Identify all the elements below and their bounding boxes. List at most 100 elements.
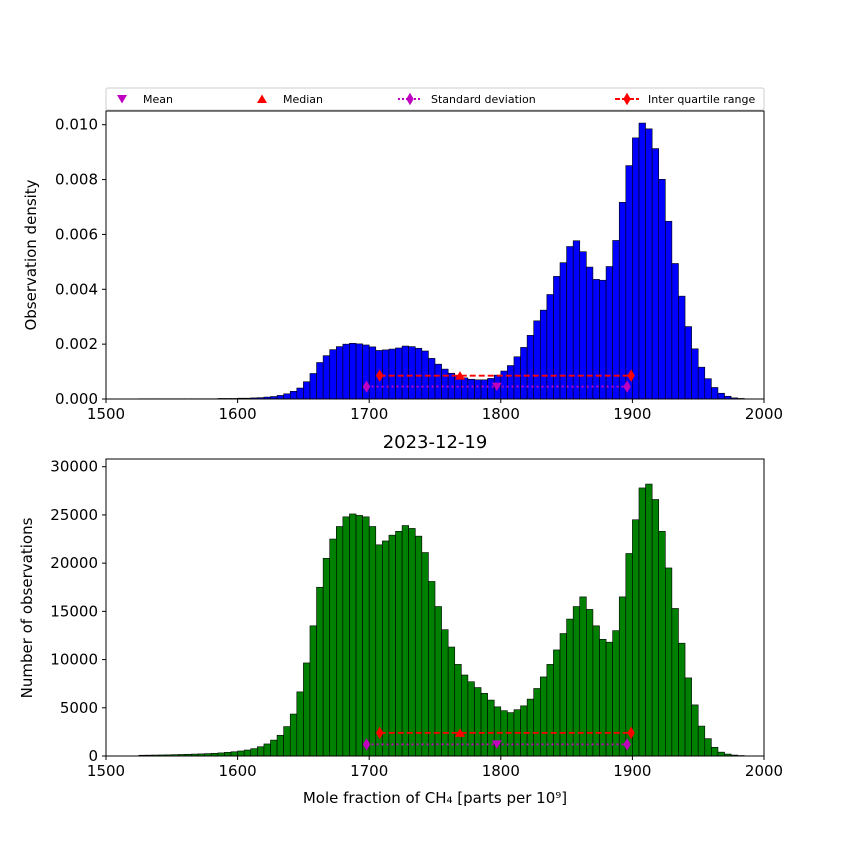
density-y-axis-label: Observation density: [22, 179, 40, 330]
count-x-ticks: 1500 1600 1700 1800 1900 2000: [87, 756, 783, 780]
density-bar: [289, 391, 298, 400]
density-bar: [704, 378, 712, 400]
count-bar: [375, 544, 383, 757]
legend-item-inter-quartile-range: Inter quartile range: [615, 92, 755, 106]
count-bar: [566, 618, 574, 757]
count-bar: [625, 553, 633, 757]
count-bar: [632, 519, 640, 757]
density-bar: [678, 295, 686, 400]
count-bar: [638, 487, 646, 757]
count-bar: [592, 625, 600, 757]
count-bar: [539, 676, 548, 757]
density-bar: [349, 343, 357, 400]
density-bar: [526, 335, 534, 400]
count-bar: [717, 751, 725, 757]
legend-item-standard-deviation: Standard deviation: [398, 92, 536, 106]
count-bar: [487, 699, 495, 757]
count-bar: [401, 525, 409, 757]
count-bar: [270, 739, 278, 757]
legend-item-median: Median: [257, 93, 323, 106]
count-bar: [263, 743, 271, 757]
legend-mean-label: Mean: [143, 93, 173, 106]
density-y-ticks: 0.000 0.002 0.004 0.006 0.008 0.010: [55, 116, 106, 408]
count-x-tick-label: 1900: [613, 762, 651, 780]
density-bar: [632, 137, 640, 400]
legend-item-mean: Mean: [117, 93, 173, 106]
legend-standard-deviation-label: Standard deviation: [431, 93, 536, 106]
density-bar: [296, 387, 304, 400]
count-x-tick-label: 2000: [745, 762, 783, 780]
density-bar: [651, 148, 660, 400]
density-y-tick-label: 0.004: [55, 280, 98, 298]
count-bar: [335, 526, 344, 757]
density-bar: [316, 362, 324, 400]
count-bar: [526, 698, 534, 757]
count-bar: [414, 535, 423, 757]
count-bar: [388, 534, 396, 757]
count-bar: [355, 515, 363, 757]
count-y-tick-label: 15000: [50, 602, 98, 620]
count-y-ticks: 0 5000 10000 15000 20000 25000 30000: [50, 458, 106, 765]
density-bar: [691, 348, 699, 400]
count-bar: [553, 649, 561, 757]
legend-inter-quartile-range-label: Inter quartile range: [648, 93, 755, 106]
density-bar: [711, 387, 719, 400]
density-bar: [638, 122, 646, 400]
density-x-tick-label: 1800: [482, 405, 520, 423]
count-bar: [533, 688, 541, 757]
count-y-tick-label: 25000: [50, 506, 98, 524]
density-standard-deviation-marker: [362, 380, 371, 393]
density-standard-deviation-marker: [623, 380, 631, 393]
count-bar: [605, 641, 613, 757]
density-bar: [592, 279, 600, 400]
count-bar: [711, 747, 719, 757]
density-bar: [658, 179, 666, 400]
count-bar: [645, 483, 653, 757]
count-bar: [704, 738, 712, 757]
count-bar: [507, 712, 515, 757]
density-bar: [283, 393, 291, 400]
density-bar: [480, 379, 488, 400]
legend-mean-marker: [117, 95, 127, 104]
density-bar: [467, 378, 475, 400]
density-bar: [539, 309, 548, 400]
count-bar: [237, 750, 245, 757]
count-bar: [447, 646, 456, 757]
count-bar: [559, 633, 567, 757]
density-bar: [546, 294, 554, 400]
count-bar: [250, 748, 258, 757]
density-inter-quartile-range-marker: [627, 369, 635, 382]
count-y-axis-label: Number of observations: [18, 517, 36, 698]
count-bar: [480, 693, 488, 757]
density-bar: [717, 392, 725, 400]
count-bar: [322, 558, 331, 757]
legend-inter-quartile-range-marker: [623, 92, 631, 106]
count-bar: [651, 499, 660, 757]
density-y-tick-label: 0.010: [55, 116, 98, 134]
density-bar: [401, 345, 409, 400]
density-x-tick-label: 1900: [613, 405, 651, 423]
density-x-ticks: 1500 1600 1700 1800 1900 2000: [87, 399, 783, 423]
count-bar: [316, 586, 324, 757]
density-bar: [342, 343, 350, 400]
count-y-tick-label: 0: [88, 747, 98, 765]
density-bar: [664, 220, 673, 400]
count-bar: [224, 752, 232, 757]
count-bar: [243, 749, 252, 757]
count-bar: [684, 677, 692, 757]
count-bar: [671, 608, 679, 757]
density-bar: [586, 266, 594, 400]
density-bar: [513, 356, 521, 400]
density-bar: [553, 276, 561, 400]
x-axis-label: Mole fraction of CH₄ [parts per 10⁹]: [303, 789, 567, 807]
chart-title: 2023-12-19: [383, 432, 488, 453]
density-bar: [414, 347, 423, 400]
count-bar: [493, 706, 502, 757]
count-bar: [520, 705, 528, 757]
density-bar: [355, 343, 363, 400]
count-x-tick-label: 1800: [482, 762, 520, 780]
count-bar: [368, 526, 377, 757]
density-bars: [138, 122, 745, 400]
count-bar: [546, 664, 554, 757]
